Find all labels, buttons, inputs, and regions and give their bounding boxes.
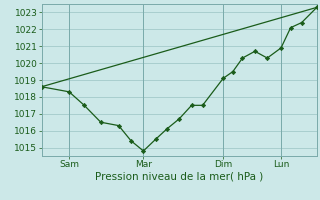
X-axis label: Pression niveau de la mer( hPa ): Pression niveau de la mer( hPa ): [95, 172, 263, 182]
